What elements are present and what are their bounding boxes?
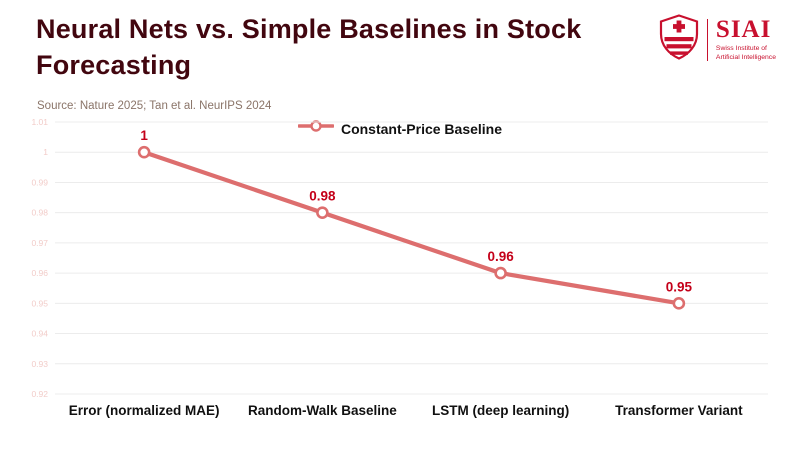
x-axis-label: Random-Walk Baseline xyxy=(247,403,397,418)
data-label: 0.96 xyxy=(487,249,514,264)
y-tick-label: 1 xyxy=(43,147,48,157)
siai-logo: SIAI Swiss Institute of Artificial Intel… xyxy=(659,14,776,65)
data-point-marker xyxy=(137,145,151,159)
y-tick-label: 0.93 xyxy=(31,359,48,369)
y-tick-label: 0.95 xyxy=(31,298,48,308)
y-tick-label: 0.94 xyxy=(31,329,48,339)
x-axis-labels: Error (normalized MAE) Random-Walk Baseli… xyxy=(55,403,768,418)
logo-name: SIAI xyxy=(715,16,772,44)
y-tick-label: 0.96 xyxy=(31,268,48,278)
source-note: Source: Nature 2025; Tan et al. NeurIPS … xyxy=(37,100,272,112)
data-point-marker xyxy=(316,206,329,219)
y-tick-label: 0.97 xyxy=(31,238,48,248)
x-axis-label: LSTM (deep learning) xyxy=(431,403,570,418)
logo-tagline: Swiss Institute of Artificial Intelligen… xyxy=(715,45,776,61)
data-label: 0.98 xyxy=(309,189,336,204)
legend-label: Constant-Price Baseline xyxy=(340,120,503,137)
logo-text: SIAI Swiss Institute of Artificial Intel… xyxy=(716,17,776,62)
logo-divider xyxy=(706,18,708,61)
line-chart: 1.01 1 0.99 0.98 0.97 0.96 0.95 0.94 0.93 0.92 1 0.… xyxy=(31,117,768,399)
y-tick-label: 1.01 xyxy=(31,117,48,127)
data-label: 1 xyxy=(140,128,148,143)
data-point-marker xyxy=(672,297,686,310)
data-label: 0.95 xyxy=(666,279,693,294)
y-tick-label: 0.98 xyxy=(31,208,48,218)
data-point-marker xyxy=(494,266,507,280)
y-tick-label: 0.92 xyxy=(31,389,48,399)
page-title: Neural Nets vs. Simple Baselines in Stoc… xyxy=(36,14,582,80)
legend: Constant-Price Baseline xyxy=(0,119,800,138)
x-axis-label: Error (normalized MAE) xyxy=(68,403,220,418)
x-axis-label: Transformer Variant xyxy=(615,403,743,418)
series-line xyxy=(142,150,681,306)
siai-shield-icon xyxy=(659,14,699,65)
header: Neural Nets vs. Simple Baselines in Stoc… xyxy=(36,12,776,83)
y-tick-label: 0.99 xyxy=(31,177,48,187)
